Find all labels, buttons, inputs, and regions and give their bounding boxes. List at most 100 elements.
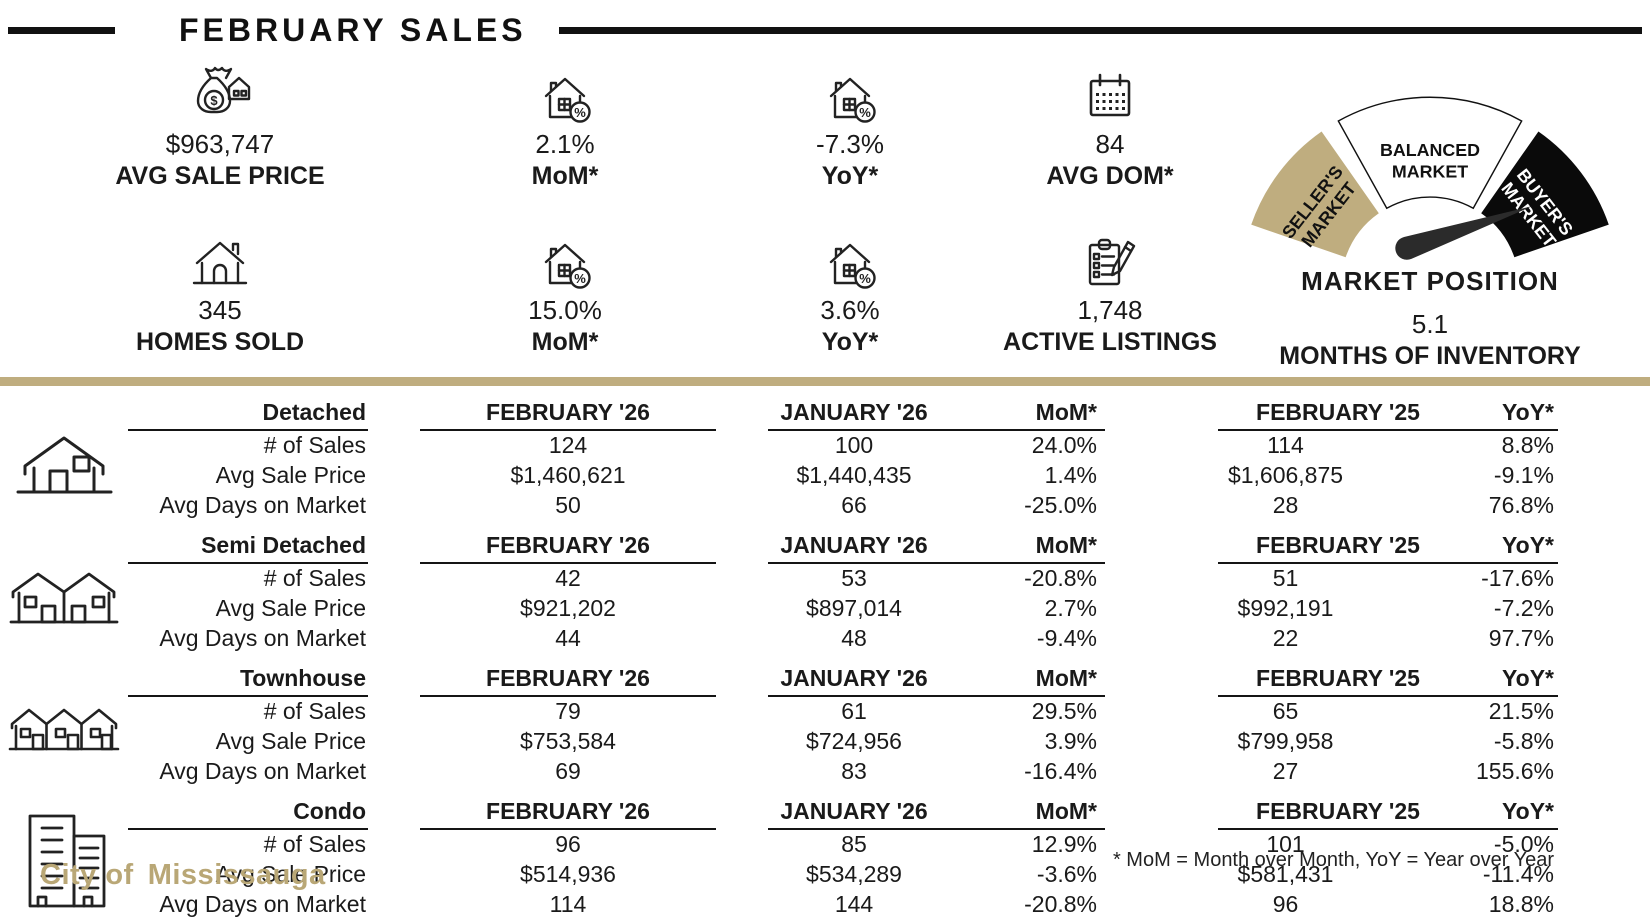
table-cell: 3.9% [1044,728,1097,754]
title-rule-right [558,27,1642,34]
kpi-label: YoY* [821,162,879,190]
row-label: # of Sales [263,565,366,591]
column-header: MoM* [940,665,1105,697]
table-cell: 97.7% [1488,625,1554,651]
table-cell: 18.8% [1488,891,1554,917]
row-label: Avg Days on Market [159,492,366,518]
kpi-label: MoM* [531,162,599,190]
row-label: Avg Sale Price [215,728,366,754]
brand-prefix: City of [40,859,134,891]
table-cell: 114 [1267,432,1304,458]
column-header: FEBRUARY '25 [1218,798,1458,830]
table-cell: 155.6% [1475,758,1554,784]
kpi-value: 84 [1095,129,1125,159]
row-label: Avg Days on Market [159,891,366,917]
table-cell: 114 [549,891,587,917]
table-cell: -17.6% [1481,565,1554,591]
money-bag-house-icon: $ [187,63,253,123]
table-cell: $1,440,435 [796,462,912,488]
section-title: Semi Detached [128,532,368,564]
table-cell: -3.6% [1036,861,1097,887]
table-cell: 27 [1272,758,1299,784]
kpi-active-listings: 1,748 ACTIVE LISTINGS [1003,221,1217,371]
house-percent-icon: % [538,63,592,123]
kpi-label: MONTHS OF INVENTORY [1279,342,1581,370]
table-cell: 96 [1272,891,1299,917]
row-label: Avg Days on Market [159,758,366,784]
kpi-value: 15.0% [528,295,602,325]
kpi-avg-dom: 84 AVG DOM* [1010,63,1210,221]
row-label: Avg Sale Price [215,462,366,488]
gauge-caption: MARKET POSITION [1301,266,1559,296]
column-header: FEBRUARY '25 [1218,399,1458,431]
row-label: # of Sales [263,831,366,857]
table-cell: 100 [834,432,874,458]
table-cell: -20.8% [1024,891,1097,917]
table-cell: $897,014 [806,595,902,621]
row-label: Avg Sale Price [215,861,366,887]
kpi-price-yoy: % -7.3% YoY* [690,63,1010,221]
table-cell: -5.0% [1493,831,1554,857]
column-header: FEBRUARY '25 [1218,532,1458,564]
gauge-segment-buyers [1481,131,1609,258]
kpi-avg-sale-price: $ $963,747 AVG SALE PRICE [0,63,440,221]
table-section-semi-detached: Semi Detached FEBRUARY '26 JANUARY '26 M… [0,525,1650,654]
balanced-market-label: MARKET [1392,162,1468,182]
table-cell: 85 [841,831,867,857]
title-rule-left [8,27,115,34]
brand-lockup: City of Mississauga [40,859,326,892]
table-cell: 29.5% [1031,698,1097,724]
kpi-grid: $ $963,747 AVG SALE PRICE % 2.1% [0,49,1650,371]
table-cell: 144 [834,891,874,917]
table-cell: $1,460,621 [510,462,626,488]
table-cell: -7.2% [1493,595,1554,621]
footnote: * MoM = Month over Month, YoY = Year ove… [1112,849,1554,871]
column-header: MoM* [940,532,1105,564]
column-header: YoY* [1458,798,1558,830]
column-header: YoY* [1458,665,1558,697]
gauge-segment-balanced [1337,96,1523,210]
kpi-value: -7.3% [816,129,884,159]
semi-detached-house-icon [8,554,120,626]
table-cell: $581,431 [1237,861,1334,887]
kpi-label: ACTIVE LISTINGS [1003,328,1217,356]
detached-house-icon [13,416,115,498]
kpi-value: $963,747 [165,129,275,159]
table-cell: 61 [841,698,867,724]
section-title: Townhouse [128,665,368,697]
sales-table: Detached FEBRUARY '26 JANUARY '26 MoM* F… [0,392,1650,918]
kpi-value: 1,748 [1077,295,1143,325]
calendar-icon [1084,63,1136,123]
house-icon [191,229,249,289]
table-cell: $1,606,875 [1227,462,1344,488]
table-cell: 83 [841,758,867,784]
kpi-label: YoY* [821,328,879,356]
table-cell: 101 [1266,831,1305,857]
row-label: # of Sales [263,432,366,458]
kpi-sold-yoy: % 3.6% YoY* [690,221,1010,371]
table-cell: 44 [555,625,581,651]
table-cell: 48 [841,625,867,651]
table-cell: 21.5% [1488,698,1554,724]
market-position-gauge: SELLER'S MARKET BALANCED MARKET BUYER'S … [1210,63,1650,371]
kpi-label: AVG SALE PRICE [115,162,325,190]
column-header: JANUARY '26 [768,532,940,564]
table-cell: -9.4% [1036,625,1097,651]
svg-text:%: % [574,271,586,286]
table-cell: $992,191 [1237,595,1334,621]
column-header: MoM* [940,798,1105,830]
clipboard-pencil-icon [1082,229,1138,289]
table-section-condo: Condo FEBRUARY '26 JANUARY '26 MoM* FEBR… [0,791,1650,918]
table-section-townhouse: Townhouse FEBRUARY '26 JANUARY '26 MoM* … [0,658,1650,787]
svg-text:%: % [574,105,586,120]
section-title: Condo [128,798,368,830]
page-title: FEBRUARY SALES [179,12,527,48]
house-percent-icon: % [823,63,877,123]
table-cell: 96 [555,831,581,857]
kpi-label: HOMES SOLD [135,328,305,356]
table-cell: 12.9% [1031,831,1097,857]
table-cell: -20.8% [1024,565,1097,591]
condo-buildings-icon [18,801,110,911]
table-cell: 42 [555,565,581,591]
